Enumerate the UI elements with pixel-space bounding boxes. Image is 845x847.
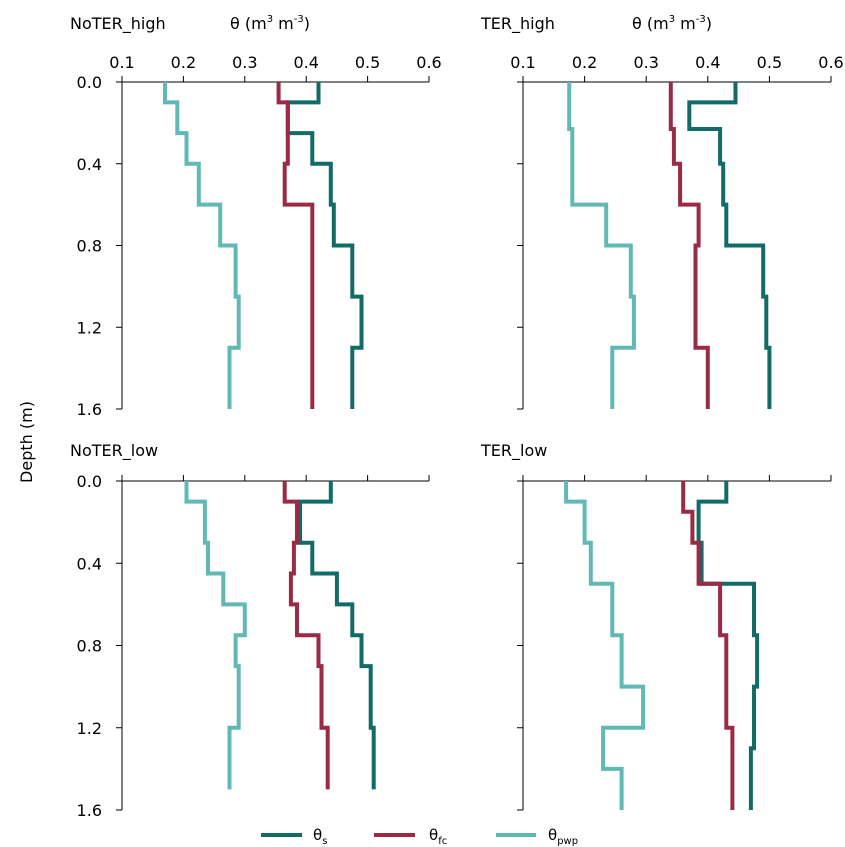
- x-tick-label: 0.3: [232, 53, 257, 72]
- y-tick-label: 0.8: [77, 637, 102, 656]
- x-tick-label: 0.4: [293, 53, 318, 72]
- legend: θs θfc θpwp: [261, 826, 578, 847]
- panel-noter-low: 0.0 0.4 0.8 1.2 1.6: [77, 472, 430, 820]
- series-line-theta-s: [687, 82, 772, 409]
- panel-noter-high: 0.1 0.2 0.3 0.4 0.5 0.6 0.0 0.4 0.8 1.2 1.6: [77, 53, 442, 419]
- x-tick-label: 0.6: [416, 53, 441, 72]
- x-tick-label: 0.1: [510, 53, 535, 72]
- x-tick-label: 0.2: [572, 53, 597, 72]
- series-line-theta-s: [285, 82, 364, 409]
- y-tick-label: 1.6: [77, 400, 102, 419]
- series-line-theta-s: [298, 481, 376, 790]
- legend-label-theta-fc: θfc: [429, 826, 447, 847]
- x-tick-label: 0.3: [633, 53, 658, 72]
- legend-label-theta-pwp: θpwp: [548, 826, 578, 847]
- x-tick-label: 0.4: [695, 53, 720, 72]
- panel-ter-low: [517, 475, 832, 811]
- x-tick-label: 0.6: [818, 53, 843, 72]
- series-line-theta-pwp: [564, 481, 646, 810]
- series-line-theta-pwp: [567, 82, 636, 409]
- panel-title-ter-high: TER_high: [480, 14, 555, 34]
- x-tick-label: 0.1: [109, 53, 134, 72]
- y-tick-label: 1.6: [77, 801, 102, 820]
- x-tick-label: 0.2: [171, 53, 196, 72]
- series-line-theta-pwp: [163, 82, 241, 409]
- legend-label-theta-s: θs: [313, 826, 327, 847]
- y-tick-label: 0.8: [77, 237, 102, 256]
- y-tick-label: 0.4: [77, 155, 102, 174]
- series-line-theta-fc: [282, 481, 330, 790]
- y-axis-label: Depth (m): [17, 401, 36, 483]
- x-axis-label-ter-high: θ (m3 m-3): [632, 14, 712, 33]
- x-tick-label: 0.5: [757, 53, 782, 72]
- series-line-theta-pwp: [184, 481, 247, 790]
- y-tick-label: 0.4: [77, 554, 102, 573]
- x-tick-label: 0.5: [355, 53, 380, 72]
- y-tick-label: 0.0: [77, 472, 102, 491]
- panel-title-noter-low: NoTER_low: [70, 441, 158, 461]
- y-tick-label: 0.0: [77, 73, 102, 92]
- panel-title-noter-high: NoTER_high: [70, 14, 166, 34]
- series-line-theta-s: [696, 481, 760, 810]
- x-axis-label-noter-high: θ (m3 m-3): [230, 14, 310, 33]
- panel-ter-high: 0.1 0.2 0.3 0.4 0.5 0.6: [510, 53, 844, 410]
- panel-title-ter-low: TER_low: [480, 441, 547, 461]
- y-tick-label: 1.2: [77, 318, 102, 337]
- y-tick-label: 1.2: [77, 719, 102, 738]
- series-line-theta-fc: [681, 481, 735, 810]
- series-line-theta-fc: [276, 82, 315, 409]
- series-line-theta-fc: [668, 82, 710, 409]
